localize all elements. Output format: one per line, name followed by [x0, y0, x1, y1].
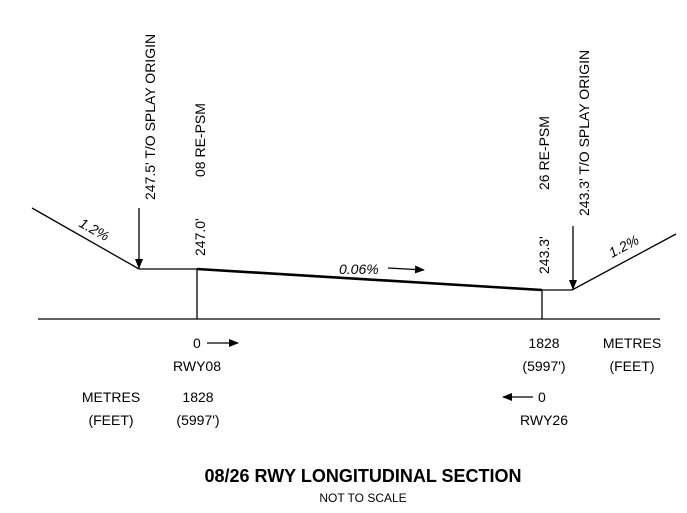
left-splay-origin-label: 247.5' T/O SPLAY ORIGIN — [142, 34, 158, 200]
units-right-feet: (FEET) — [609, 358, 654, 374]
rwy26-chainage-metres: 1828 — [528, 335, 559, 351]
rwy08-far-chainage-metres: 1828 — [182, 389, 213, 405]
runway-surface-line — [196, 267, 543, 292]
rwy26-psm-label: 26 RE-PSM — [536, 116, 552, 190]
units-right-metres: METRES — [603, 335, 661, 351]
diagram-title: 08/26 RWY LONGITUDINAL SECTION — [204, 466, 521, 486]
rwy26-chainage-feet: (5997') — [522, 358, 565, 374]
right-splay-gradient: 1.2% — [606, 232, 642, 261]
rwy08-elevation-label: 247.0' — [192, 218, 208, 256]
right-splay-slope — [571, 233, 677, 291]
left-splay-gradient: 1.2% — [77, 215, 113, 244]
diagram-subtitle: NOT TO SCALE — [319, 491, 406, 505]
units-left-feet: (FEET) — [88, 412, 133, 428]
runway-gradient-label: 0.06% — [339, 261, 379, 277]
runway-gradient-arrow — [387, 265, 425, 274]
rwy26-chainage-zero: 0 — [538, 389, 546, 405]
rwy26-label: RWY26 — [520, 412, 568, 428]
rwy08-chainage-zero: 0 — [193, 335, 201, 351]
right-splay-origin-label: 243.3' T/O SPLAY ORIGIN — [576, 50, 592, 216]
rwy08-psm-label: 08 RE-PSM — [192, 103, 208, 177]
left-splay-slope — [31, 207, 140, 270]
rwy26-elevation-label: 243.3' — [536, 236, 552, 274]
units-left-metres: METRES — [82, 389, 140, 405]
rwy08-label: RWY08 — [173, 358, 221, 374]
rwy08-far-chainage-feet: (5997') — [176, 412, 219, 428]
